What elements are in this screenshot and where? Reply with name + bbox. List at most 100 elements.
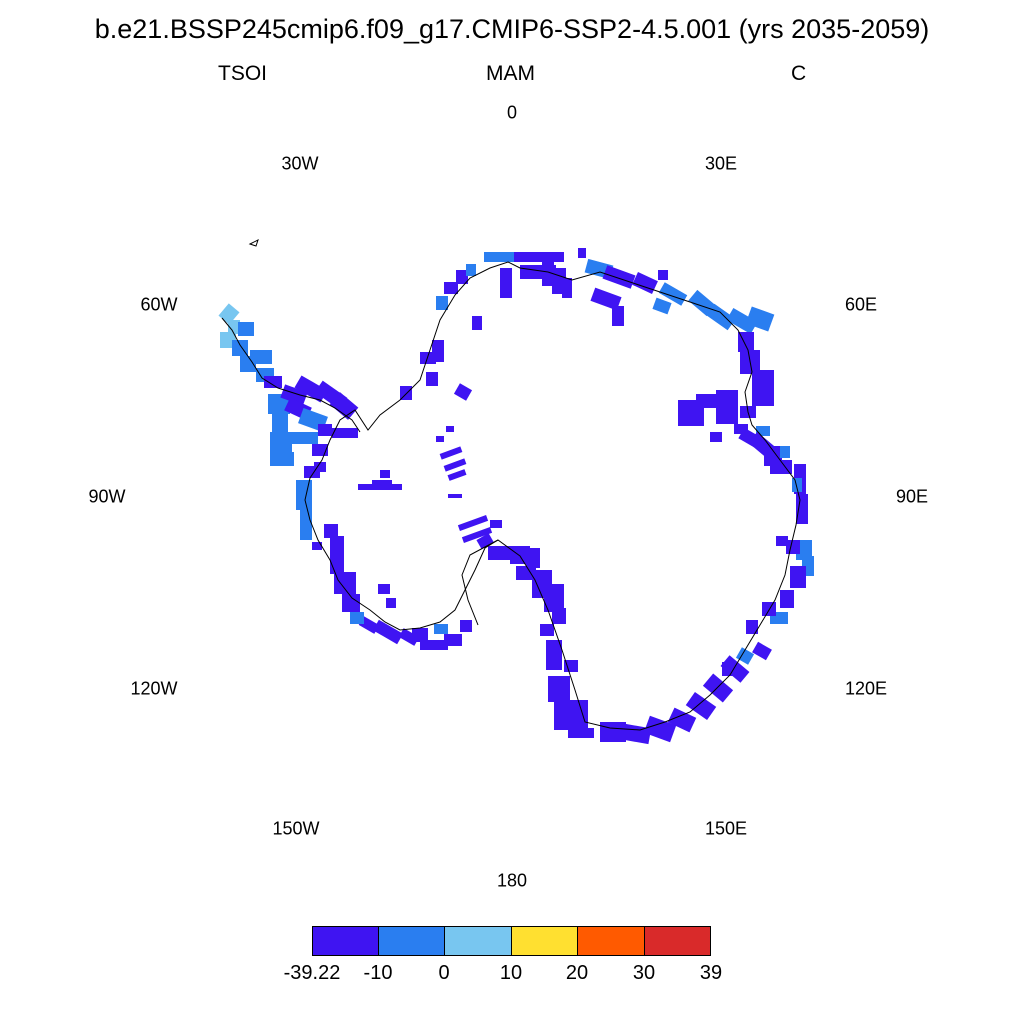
field-cell [652, 297, 672, 315]
field-cell [448, 494, 462, 498]
field-cell [734, 424, 748, 434]
lon-label-30e: 30E [704, 153, 738, 174]
field-cell [643, 715, 677, 743]
field-cell [436, 296, 448, 310]
colorbar-box-3 [444, 926, 512, 956]
field-cell [294, 375, 328, 403]
field-cell [270, 432, 292, 452]
colorbar-tick-7: 39 [699, 962, 723, 984]
field-cell [500, 268, 512, 298]
units-label: C [791, 62, 807, 85]
field-cell [602, 265, 636, 289]
field-cell [420, 352, 436, 364]
lon-label-0: 0 [506, 102, 518, 123]
field-cell [439, 446, 463, 460]
field-cell [332, 428, 358, 438]
field-cell [372, 619, 404, 645]
field-cell [436, 436, 444, 442]
field-cell [688, 289, 716, 317]
field-cell [280, 384, 308, 406]
field-cell [756, 426, 770, 436]
field-cell [710, 432, 722, 442]
colorbar-box-4 [511, 926, 578, 956]
field-cell [426, 372, 438, 386]
field-cell [466, 264, 476, 276]
field-cell [490, 520, 502, 528]
field-cell [667, 707, 697, 733]
field-cell [412, 628, 428, 642]
colorbar-box-5 [577, 926, 645, 956]
field-cell [716, 390, 738, 424]
field-cell [510, 546, 530, 564]
island-coastline [248, 239, 259, 247]
field-cell [312, 444, 328, 456]
field-cell [658, 270, 668, 280]
field-cell [685, 691, 717, 721]
field-cell [296, 480, 312, 510]
field-cell [520, 265, 556, 279]
field-cell [318, 424, 332, 436]
field-cell [444, 282, 458, 294]
field-cell [314, 462, 326, 472]
field-cell [770, 460, 792, 474]
field-cell [218, 303, 240, 325]
field-cell [540, 624, 554, 636]
lon-label-60e: 60E [844, 294, 878, 315]
field-cell [735, 647, 755, 665]
field-cell [461, 527, 493, 543]
antarctica-coastline [304, 261, 801, 731]
field-cell [600, 722, 626, 742]
field-cell [562, 278, 572, 298]
peninsula-coastline [221, 317, 361, 433]
colorbar-box-2 [378, 926, 445, 956]
field-cell [762, 602, 776, 616]
field-cell [780, 446, 790, 458]
field-cell [526, 548, 540, 568]
field-cell [378, 584, 390, 594]
field-cell [552, 608, 566, 624]
variable-label: TSOI [218, 62, 268, 85]
field-cell [447, 469, 467, 481]
field-cell [752, 641, 772, 661]
lon-label-60w: 60W [140, 294, 178, 315]
colorbar-tick-6: 30 [632, 962, 656, 984]
field-cell [457, 515, 489, 531]
lon-label-90e: 90E [895, 486, 929, 507]
field-cell [745, 306, 775, 332]
colorbar-tick-5: 20 [565, 962, 589, 984]
field-cell [796, 494, 808, 524]
field-cell [446, 426, 454, 432]
colorbar-tick-2: -10 [363, 962, 393, 984]
field-cell [272, 412, 288, 432]
lon-label-120w: 120W [130, 678, 178, 699]
field-cell [228, 320, 240, 334]
field-cell [516, 566, 536, 580]
field-cell [632, 272, 658, 294]
colorbar-tick-3: 0 [438, 962, 450, 984]
field-cell [792, 478, 802, 492]
colorbar-box-6 [644, 926, 711, 956]
field-cell [514, 252, 564, 262]
field-cell [658, 282, 688, 306]
colorbar-tick-4: 10 [499, 962, 523, 984]
field-cell [456, 270, 468, 284]
field-cell [444, 634, 462, 646]
season-label: MAM [486, 62, 535, 85]
field-cell [380, 470, 390, 478]
field-cell [776, 536, 788, 546]
lon-label-30w: 30W [281, 153, 319, 174]
field-cell [312, 542, 322, 550]
lon-label-120e: 120E [844, 678, 888, 699]
field-cell [268, 394, 290, 414]
field-cell [443, 458, 467, 472]
field-cell [546, 640, 562, 670]
field-cell [578, 248, 586, 258]
field-cell [786, 540, 800, 554]
field-cell [722, 662, 736, 676]
lon-label-150e: 150E [704, 818, 748, 839]
field-cell [238, 322, 254, 336]
field-cell [386, 598, 396, 608]
field-cell [790, 566, 806, 588]
field-cell [472, 316, 482, 330]
